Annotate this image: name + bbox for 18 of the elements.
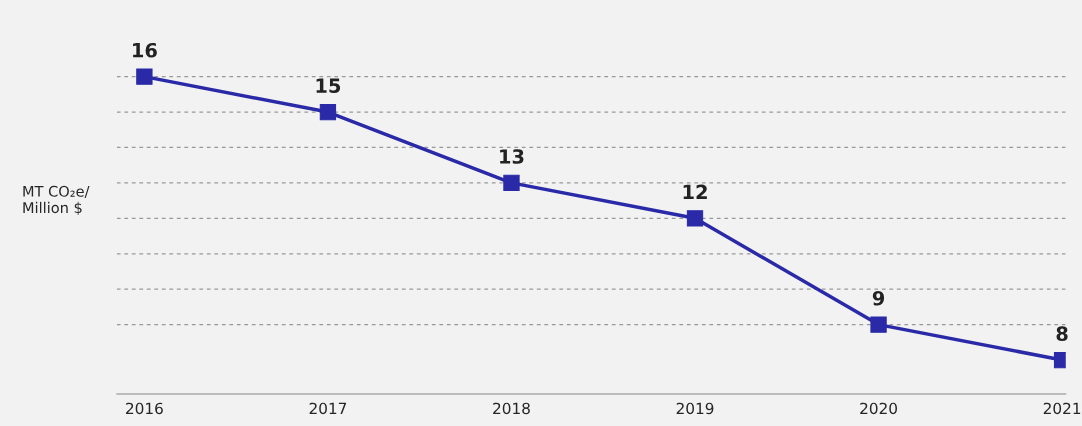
x-tick-label: 2019 [676,402,714,415]
data-label: 8 [1056,326,1068,341]
point [503,174,520,192]
point [870,316,887,333]
point [136,68,153,85]
x-tick-label: 2016 [126,402,163,415]
data-label: 15 [316,78,341,93]
y-axis-title: MT CO₂e/ Million $ [23,185,90,216]
x-tick-label: 2021 [1043,402,1081,415]
point [686,210,704,227]
x-tick-label: 2020 [860,402,897,415]
x-tick-label: 2017 [309,402,347,415]
data-label: 13 [500,149,524,164]
x-tick-label: 2018 [493,402,530,415]
data-label: 12 [683,184,707,199]
point [319,103,337,121]
data-label: 9 [872,290,885,306]
data-label: 16 [133,42,157,58]
